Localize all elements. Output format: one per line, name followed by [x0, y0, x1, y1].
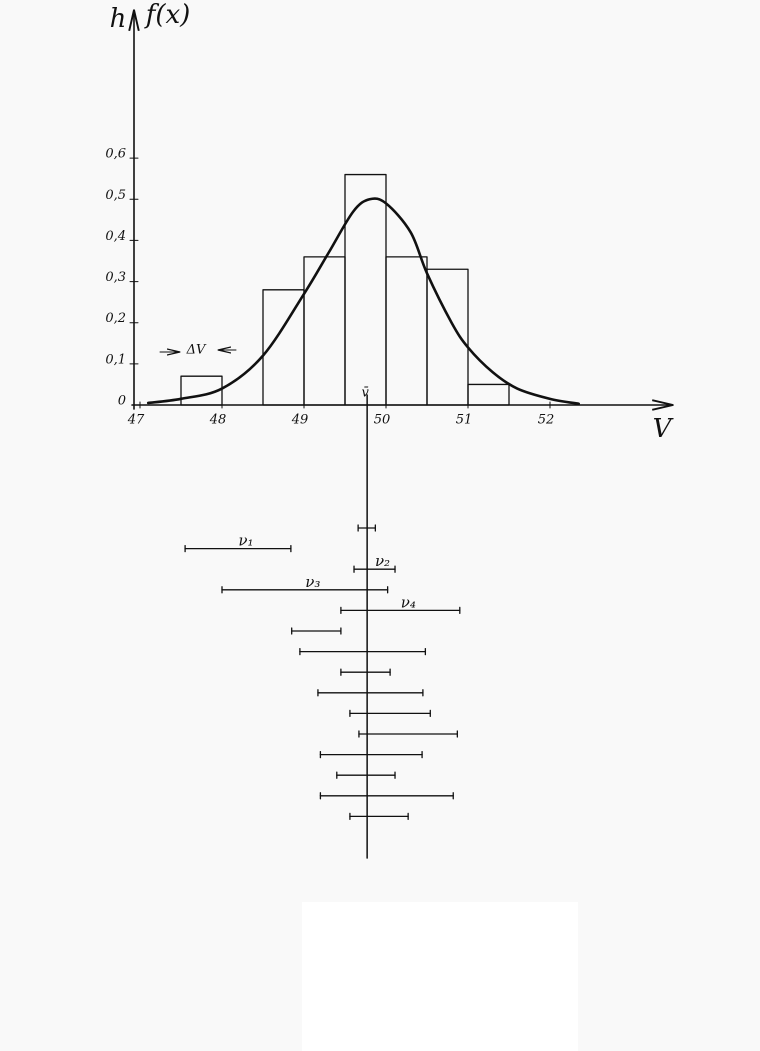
x-tick-label: 52: [538, 413, 555, 428]
x-tick-label: 48: [209, 413, 227, 428]
y-tick-label: 0,2: [105, 311, 126, 326]
x-tick-label: 49: [291, 413, 309, 428]
y-tick-label: 0,6: [105, 147, 126, 162]
y-tick-label: 0,4: [105, 229, 126, 244]
density-curve: [146, 197, 580, 406]
histogram-bar: [385, 256, 428, 406]
x-axis-label: V: [653, 414, 674, 444]
y-tick-label: 0,5: [105, 188, 126, 203]
interval-label: ν₂: [375, 552, 390, 570]
annotation: ΔV: [186, 343, 207, 358]
histogram-bar: [344, 173, 387, 406]
histogram-bar: [426, 268, 469, 406]
histogram-bar: [303, 256, 346, 406]
x-tick-label: 51: [456, 413, 473, 428]
y-axis-label: h: [110, 4, 127, 34]
paper-patch: [302, 902, 578, 1051]
y-tick-label: 0,1: [105, 352, 126, 367]
mean-label: v̄: [361, 386, 369, 401]
interval-label: ν₃: [305, 573, 320, 591]
y2-axis-label: f(x): [144, 0, 191, 30]
histogram-bar: [467, 383, 510, 406]
y-tick-label: 0,3: [105, 270, 126, 285]
histogram-bar: [180, 375, 223, 406]
x-tick-label: 47: [127, 413, 145, 428]
interval-label: ν₄: [401, 593, 416, 611]
interval-label: ν₁: [238, 532, 253, 550]
x-tick-label: 50: [374, 413, 391, 428]
y-tick-label: 0: [118, 394, 126, 409]
